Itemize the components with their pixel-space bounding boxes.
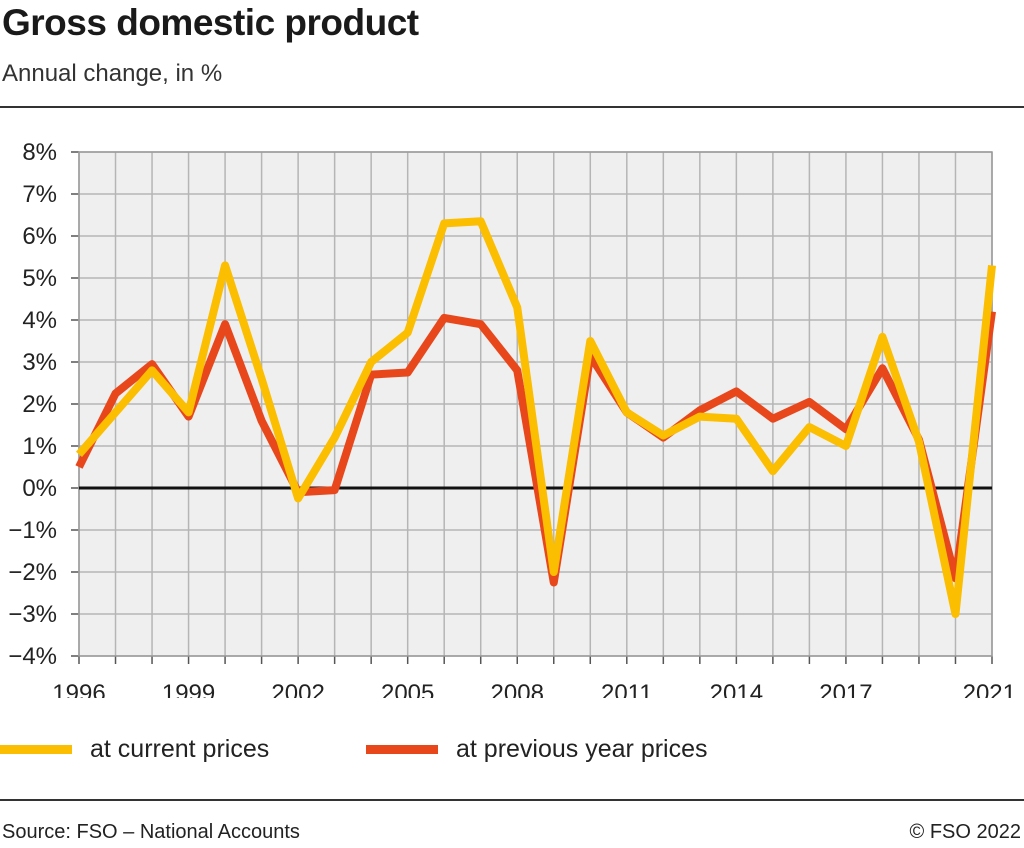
y-tick-label: 5% (22, 265, 57, 292)
y-tick-label: 6% (22, 223, 57, 250)
legend-item-previous-year-prices: at previous year prices (366, 732, 708, 766)
x-tick-label: 2011 (601, 680, 653, 698)
bottom-divider (0, 799, 1024, 801)
y-tick-label: 8% (22, 139, 57, 166)
y-tick-label: 0% (22, 475, 57, 502)
y-tick-label: −4% (8, 643, 57, 670)
y-tick-label: 4% (22, 307, 57, 334)
legend-label-previous-year-prices: at previous year prices (456, 734, 708, 763)
x-tick-label: 2017 (819, 680, 872, 698)
copyright-note: © FSO 2022 (909, 821, 1021, 843)
plot-frame (78, 151, 993, 657)
legend-swatch-current-prices (0, 744, 72, 754)
line-chart: 8% 7% 6% 5% 4% 3% 2% 1% 0% −1% −2% −3% −4% 1996 1999 20… (8, 139, 1016, 698)
source-note: Source: FSO – National Accounts (2, 821, 300, 843)
y-tick-label: 7% (22, 181, 57, 208)
chart-subtitle: Annual change, in % (2, 60, 223, 87)
x-tick-label: 2005 (381, 680, 434, 698)
legend-swatch-previous-year-prices (366, 744, 438, 754)
y-tick-label: 3% (22, 349, 57, 376)
y-tick-label: 2% (22, 391, 57, 418)
legend-item-current-prices: at current prices (0, 732, 269, 766)
series-line-current-prices (75, 217, 996, 618)
y-tick-label: −3% (8, 601, 57, 628)
chart-title: Gross domestic product (2, 2, 419, 43)
legend-label-current-prices: at current prices (90, 734, 270, 763)
series-line-previous-year-prices (75, 311, 996, 587)
x-tick-label: 2021 (963, 680, 1016, 698)
x-tick-label: 2002 (271, 680, 324, 698)
y-tick-label: −2% (8, 559, 57, 586)
y-tick-label: 1% (22, 433, 57, 460)
x-tick-label: 2014 (710, 680, 763, 698)
x-tick-label: 1996 (52, 680, 105, 698)
y-tick-label: −1% (8, 517, 57, 544)
top-divider (0, 106, 1024, 108)
x-tick-label: 2008 (491, 680, 544, 698)
x-tick-label: 1999 (162, 680, 215, 698)
